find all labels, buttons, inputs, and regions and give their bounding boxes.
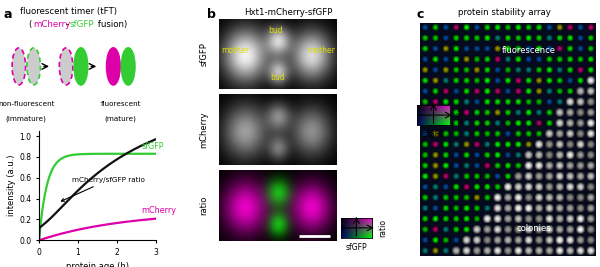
X-axis label: protein age (h): protein age (h) [66, 262, 129, 267]
Text: c: c [417, 8, 424, 21]
Text: colonies: colonies [517, 224, 551, 233]
Text: sfGFP: sfGFP [422, 130, 445, 139]
Text: (: ( [28, 20, 32, 29]
Text: protein stability array: protein stability array [458, 8, 550, 17]
Ellipse shape [12, 48, 26, 85]
Text: fluorescence: fluorescence [502, 46, 556, 55]
Ellipse shape [59, 48, 73, 85]
Text: mother: mother [307, 46, 335, 55]
Text: mCherry: mCherry [33, 20, 70, 29]
Text: -: - [66, 20, 69, 29]
Text: (immature): (immature) [6, 116, 47, 122]
Text: mCherry: mCherry [199, 111, 209, 148]
Text: non-fluorescent: non-fluorescent [0, 101, 55, 107]
Ellipse shape [121, 48, 135, 85]
Text: bud: bud [270, 73, 285, 83]
Ellipse shape [107, 48, 120, 85]
Ellipse shape [27, 48, 40, 85]
Text: mother: mother [221, 46, 249, 55]
Text: Hxt1-mCherry-sfGFP: Hxt1-mCherry-sfGFP [244, 8, 332, 17]
Text: a: a [3, 8, 11, 21]
Text: fluorescent: fluorescent [101, 101, 141, 107]
Text: sfGFP: sfGFP [70, 20, 94, 29]
Text: fluorescent timer (tFT): fluorescent timer (tFT) [20, 7, 118, 16]
Text: ratio: ratio [379, 219, 388, 237]
Text: ratio: ratio [457, 106, 466, 124]
Text: mCherry/sfGFP ratio: mCherry/sfGFP ratio [61, 177, 145, 201]
Text: ratio: ratio [199, 195, 209, 215]
Text: sfGFP: sfGFP [199, 42, 209, 66]
Text: fusion): fusion) [95, 20, 127, 29]
Ellipse shape [74, 48, 88, 85]
Text: bud: bud [268, 26, 283, 35]
Text: (mature): (mature) [105, 116, 137, 122]
Y-axis label: intensity (a.u.): intensity (a.u.) [7, 155, 16, 216]
Text: sfGFP: sfGFP [141, 142, 164, 151]
Text: mCherry: mCherry [141, 206, 176, 215]
Text: sfGFP: sfGFP [346, 243, 367, 252]
Text: b: b [207, 8, 216, 21]
